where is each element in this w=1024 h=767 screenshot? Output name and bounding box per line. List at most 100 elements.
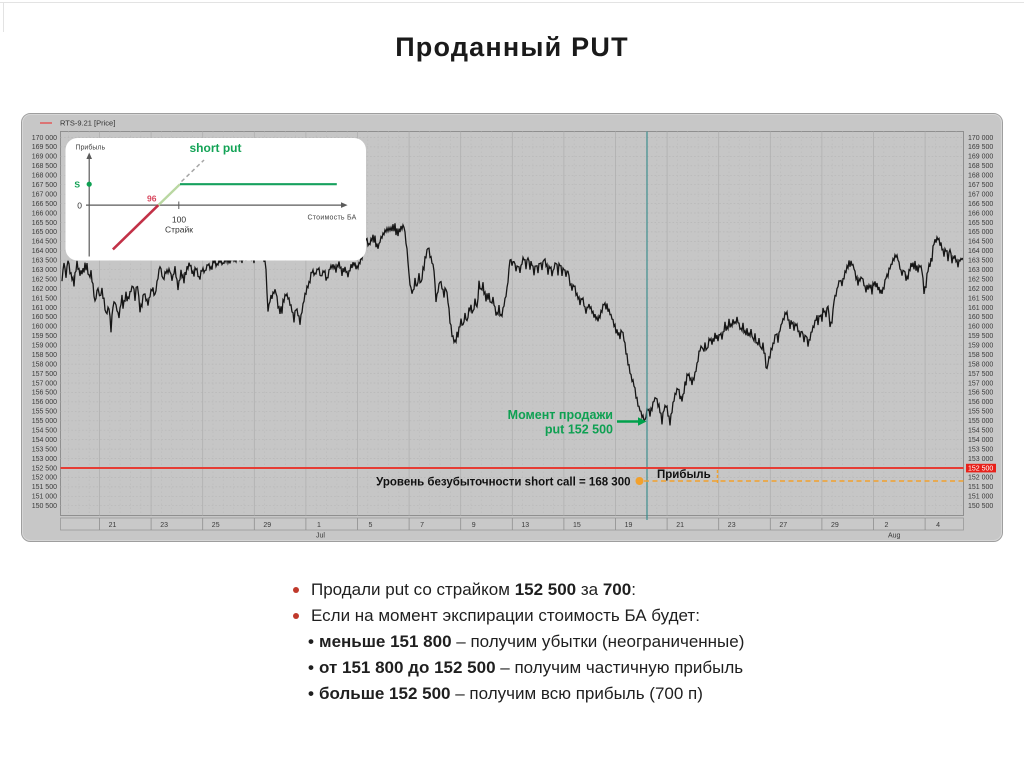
svg-text:158 500: 158 500 bbox=[32, 352, 57, 359]
svg-text:166 500: 166 500 bbox=[968, 201, 993, 208]
svg-text:165 000: 165 000 bbox=[968, 229, 993, 236]
svg-text:19: 19 bbox=[625, 522, 633, 529]
svg-text:163 500: 163 500 bbox=[32, 258, 57, 265]
svg-text:27: 27 bbox=[779, 522, 787, 529]
svg-text:154 000: 154 000 bbox=[968, 437, 993, 444]
svg-text:Уровень безубыточности short c: Уровень безубыточности short call = 168 … bbox=[376, 477, 630, 489]
svg-text:164 500: 164 500 bbox=[32, 239, 57, 246]
svg-text:156 500: 156 500 bbox=[32, 390, 57, 397]
svg-text:13: 13 bbox=[521, 522, 529, 529]
svg-text:short put: short put bbox=[190, 141, 242, 155]
svg-text:0: 0 bbox=[77, 201, 82, 211]
svg-text:151 500: 151 500 bbox=[968, 484, 993, 491]
svg-text:Стоимость БА: Стоимость БА bbox=[308, 215, 357, 222]
svg-text:163 000: 163 000 bbox=[32, 267, 57, 274]
svg-text:165 500: 165 500 bbox=[32, 220, 57, 227]
svg-text:164 500: 164 500 bbox=[968, 239, 993, 246]
svg-text:Jul: Jul bbox=[316, 533, 325, 540]
svg-text:150 500: 150 500 bbox=[32, 503, 57, 510]
svg-text:7: 7 bbox=[420, 522, 424, 529]
svg-text:9: 9 bbox=[472, 522, 476, 529]
svg-text:157 000: 157 000 bbox=[32, 380, 57, 387]
svg-text:Момент продажи: Момент продажи bbox=[508, 408, 613, 422]
svg-text:15: 15 bbox=[573, 522, 581, 529]
svg-text:158 000: 158 000 bbox=[32, 361, 57, 368]
svg-text:167 500: 167 500 bbox=[32, 182, 57, 189]
svg-text:162 500: 162 500 bbox=[968, 276, 993, 283]
svg-text:162 500: 162 500 bbox=[32, 276, 57, 283]
svg-text:161 000: 161 000 bbox=[968, 305, 993, 312]
svg-text:159 500: 159 500 bbox=[968, 333, 993, 340]
svg-text:168 500: 168 500 bbox=[968, 163, 993, 170]
svg-text:153 000: 153 000 bbox=[968, 456, 993, 463]
svg-text:169 500: 169 500 bbox=[968, 144, 993, 151]
svg-text:170 000: 170 000 bbox=[968, 135, 993, 142]
svg-text:169 500: 169 500 bbox=[32, 144, 57, 151]
svg-text:158 000: 158 000 bbox=[968, 361, 993, 368]
svg-text:164 000: 164 000 bbox=[32, 248, 57, 255]
svg-text:156 500: 156 500 bbox=[968, 390, 993, 397]
svg-text:Прибыль: Прибыль bbox=[657, 469, 711, 481]
svg-text:158 500: 158 500 bbox=[968, 352, 993, 359]
svg-text:153 500: 153 500 bbox=[968, 446, 993, 453]
svg-text:154 500: 154 500 bbox=[968, 428, 993, 435]
svg-text:25: 25 bbox=[212, 522, 220, 529]
svg-text:Aug: Aug bbox=[888, 533, 901, 540]
svg-text:160 500: 160 500 bbox=[968, 314, 993, 321]
svg-text:2: 2 bbox=[885, 522, 889, 529]
svg-text:150 500: 150 500 bbox=[968, 503, 993, 510]
svg-text:170 000: 170 000 bbox=[32, 135, 57, 142]
svg-text:154 500: 154 500 bbox=[32, 428, 57, 435]
svg-text:157 000: 157 000 bbox=[968, 380, 993, 387]
svg-text:168 000: 168 000 bbox=[32, 173, 57, 180]
svg-text:153 500: 153 500 bbox=[32, 446, 57, 453]
svg-text:166 500: 166 500 bbox=[32, 201, 57, 208]
svg-text:168 500: 168 500 bbox=[32, 163, 57, 170]
svg-text:23: 23 bbox=[160, 522, 168, 529]
svg-text:157 500: 157 500 bbox=[968, 371, 993, 378]
svg-text:163 000: 163 000 bbox=[968, 267, 993, 274]
svg-text:169 000: 169 000 bbox=[968, 154, 993, 161]
svg-text:155 500: 155 500 bbox=[32, 409, 57, 416]
svg-text:152 000: 152 000 bbox=[968, 475, 993, 482]
svg-text:154 000: 154 000 bbox=[32, 437, 57, 444]
svg-text:157 500: 157 500 bbox=[32, 371, 57, 378]
svg-text:165 000: 165 000 bbox=[32, 229, 57, 236]
svg-text:151 500: 151 500 bbox=[32, 484, 57, 491]
svg-text:RTS-9.21 [Price]: RTS-9.21 [Price] bbox=[60, 119, 115, 128]
svg-text:160 000: 160 000 bbox=[32, 324, 57, 331]
svg-text:29: 29 bbox=[263, 522, 271, 529]
svg-text:164 000: 164 000 bbox=[968, 248, 993, 255]
svg-text:163 500: 163 500 bbox=[968, 258, 993, 265]
svg-text:161 500: 161 500 bbox=[32, 295, 57, 302]
svg-text:155 500: 155 500 bbox=[968, 409, 993, 416]
svg-text:100: 100 bbox=[172, 215, 186, 225]
svg-text:S: S bbox=[74, 180, 80, 190]
svg-text:167 000: 167 000 bbox=[968, 192, 993, 199]
svg-text:162 000: 162 000 bbox=[968, 286, 993, 293]
svg-text:1: 1 bbox=[317, 522, 321, 529]
svg-text:155 000: 155 000 bbox=[32, 418, 57, 425]
svg-text:4: 4 bbox=[936, 522, 940, 529]
svg-text:159 000: 159 000 bbox=[968, 343, 993, 350]
svg-text:155 000: 155 000 bbox=[968, 418, 993, 425]
svg-text:160 500: 160 500 bbox=[32, 314, 57, 321]
svg-text:166 000: 166 000 bbox=[32, 210, 57, 217]
svg-text:29: 29 bbox=[831, 522, 839, 529]
svg-text:159 000: 159 000 bbox=[32, 343, 57, 350]
svg-text:156 000: 156 000 bbox=[968, 399, 993, 406]
svg-text:162 000: 162 000 bbox=[32, 286, 57, 293]
svg-text:Прибыль: Прибыль bbox=[76, 144, 106, 152]
svg-text:21: 21 bbox=[109, 522, 117, 529]
svg-text:159 500: 159 500 bbox=[32, 333, 57, 340]
svg-text:151 000: 151 000 bbox=[968, 494, 993, 501]
svg-text:put 152 500: put 152 500 bbox=[545, 423, 613, 437]
svg-text:165 500: 165 500 bbox=[968, 220, 993, 227]
svg-text:151 000: 151 000 bbox=[32, 494, 57, 501]
svg-text:152 500: 152 500 bbox=[968, 465, 993, 472]
svg-text:167 000: 167 000 bbox=[32, 192, 57, 199]
svg-text:169 000: 169 000 bbox=[32, 154, 57, 161]
svg-text:152 000: 152 000 bbox=[32, 475, 57, 482]
svg-text:167 500: 167 500 bbox=[968, 182, 993, 189]
svg-text:161 500: 161 500 bbox=[968, 295, 993, 302]
